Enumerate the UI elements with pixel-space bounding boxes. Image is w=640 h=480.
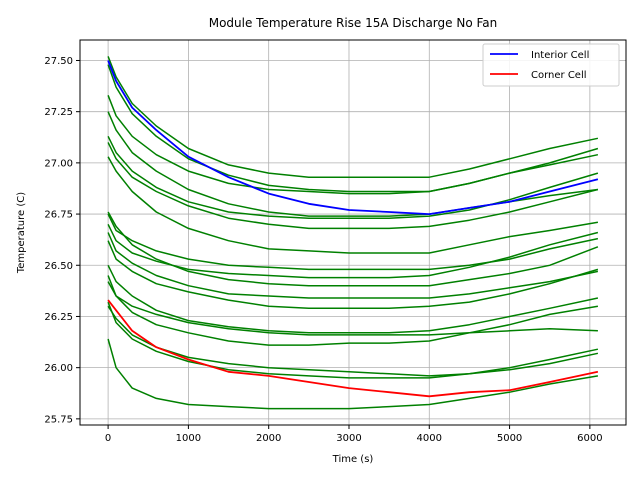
series-line-sensor-17 bbox=[107, 275, 599, 346]
series-line-sensor-12 bbox=[107, 240, 599, 310]
y-tick-label: 26.50 bbox=[44, 261, 73, 272]
ticks: 0 1000 2000 3000 4000 5000 6000 25.75 26.00 26.25… bbox=[44, 56, 602, 444]
series-line-sensor-1 bbox=[107, 56, 599, 178]
y-tick-label: 27.00 bbox=[44, 158, 73, 169]
series-line-sensor-13 bbox=[107, 264, 599, 334]
series-line-interior-cell bbox=[107, 60, 599, 215]
legend-label-corner-cell: Corner Cell bbox=[531, 70, 587, 81]
series-line-sensor-8 bbox=[107, 211, 599, 287]
plot-frame bbox=[79, 39, 627, 426]
legend: Interior Cell Corner Cell bbox=[482, 43, 620, 87]
y-tick-label: 26.00 bbox=[44, 363, 73, 374]
series-line-sensor-11 bbox=[107, 232, 599, 299]
series-line-corner-cell bbox=[107, 299, 599, 398]
x-tick-label: 1000 bbox=[176, 433, 201, 444]
chart-title: Module Temperature Rise 15A Discharge No… bbox=[209, 16, 498, 30]
series-line-sensor-3 bbox=[107, 95, 599, 195]
y-tick-label: 27.25 bbox=[44, 107, 73, 118]
x-tick-label: 3000 bbox=[336, 433, 361, 444]
legend-label-interior-cell: Interior Cell bbox=[531, 50, 589, 61]
series-line-sensor-15 bbox=[107, 305, 599, 377]
grid bbox=[80, 40, 626, 425]
x-axis-label: Time (s) bbox=[332, 454, 374, 465]
y-axis-label: Temperature (C) bbox=[16, 192, 27, 274]
x-tick-label: 4000 bbox=[417, 433, 442, 444]
series-line-sensor-14 bbox=[107, 281, 598, 336]
series-line-sensor-16 bbox=[107, 338, 599, 410]
x-tick-label: 0 bbox=[105, 433, 111, 444]
series-line-sensor-10 bbox=[107, 223, 599, 279]
series-layer bbox=[107, 56, 599, 410]
x-tick-label: 5000 bbox=[497, 433, 522, 444]
y-tick-label: 27.50 bbox=[44, 56, 73, 67]
y-tick-label: 26.75 bbox=[44, 210, 73, 221]
x-tick-label: 6000 bbox=[577, 433, 602, 444]
series-line-sensor-7 bbox=[107, 156, 599, 254]
x-tick-label: 2000 bbox=[256, 433, 281, 444]
series-line-sensor-18 bbox=[107, 301, 599, 379]
y-tick-label: 25.75 bbox=[44, 414, 73, 425]
y-tick-label: 26.25 bbox=[44, 312, 73, 323]
series-line-sensor-6 bbox=[107, 142, 599, 230]
